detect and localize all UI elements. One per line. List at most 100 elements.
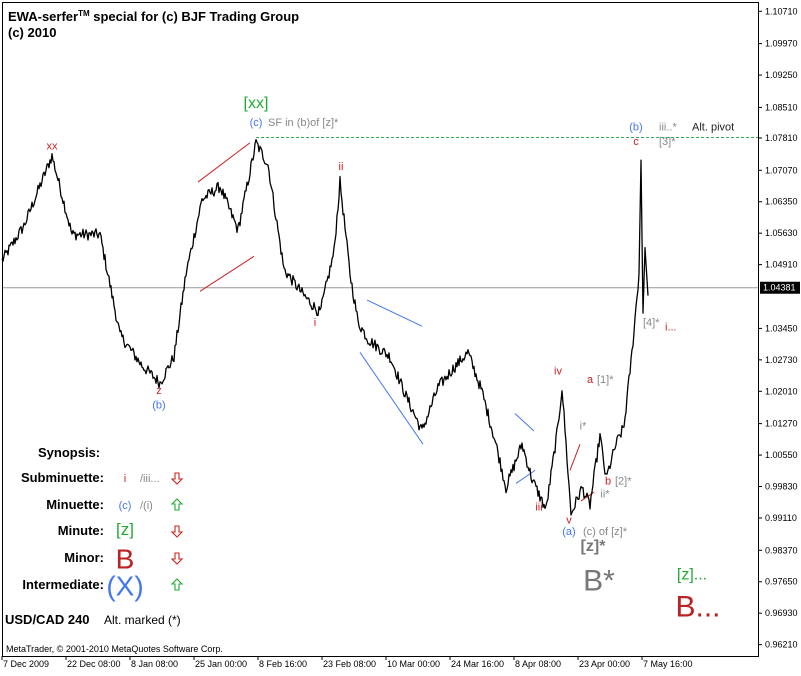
chart-copyright-line: (c) 2010	[8, 25, 56, 40]
x-tick-label: 8 Jan 08:00	[131, 659, 178, 669]
wave-label: SF in (b)of [z]*	[268, 117, 339, 129]
wave-label: b	[605, 475, 611, 487]
y-tick-label: 1.09250	[765, 70, 798, 80]
y-tick-label: 0.96930	[765, 608, 798, 618]
y-tick-label: 0.98370	[765, 545, 798, 555]
wave-label: i	[314, 317, 316, 329]
synopsis-wave-count: [z]	[116, 520, 134, 539]
synopsis-wave-count: B	[116, 544, 135, 575]
trend-lines-layer	[197, 142, 595, 502]
price-layer	[1, 138, 649, 516]
x-tick-label: 8 Feb 16:00	[259, 659, 307, 669]
y-tick-label: 0.99830	[765, 482, 798, 492]
wave-label: iii..*	[659, 122, 677, 134]
arrow-up-icon	[170, 498, 184, 511]
synopsis-wave-count: i	[124, 473, 126, 485]
trend-line	[359, 352, 424, 445]
wave-label: xx	[47, 140, 59, 152]
trend-line	[197, 142, 251, 183]
y-tick-label: 1.06350	[765, 197, 798, 207]
synopsis-alt-count: /iii...	[140, 473, 160, 485]
wave-label: iii	[535, 502, 542, 514]
x-tick-label: 10 Mar 00:00	[387, 659, 440, 669]
x-tick-label: 22 Dec 08:00	[67, 659, 121, 669]
synopsis-degree-label: Intermediate:	[22, 577, 104, 592]
synopsis-degree-label: Minor:	[64, 550, 104, 565]
arrow-down-icon	[170, 525, 184, 538]
arrow-down-icon	[170, 472, 184, 485]
wave-label: B...	[675, 591, 720, 624]
axes-layer: 1.10710 1.09970 1.09250 1.08510 1.07810 1.070…	[1, 6, 800, 669]
wave-label: c	[633, 136, 639, 148]
y-tick-label: 0.99110	[765, 513, 797, 523]
y-tick-label: 1.08510	[765, 102, 798, 112]
y-tick-label: 1.05630	[765, 228, 798, 238]
x-tick-label: 7 May 16:00	[643, 659, 693, 669]
synopsis-degree-label: Minuette:	[46, 497, 104, 512]
wave-label: [2]*	[615, 475, 632, 487]
arrow-down-icon	[170, 552, 184, 565]
wave-label: ii*	[600, 488, 610, 500]
trend-line	[515, 469, 536, 484]
x-tick-label: 8 Apr 08:00	[515, 659, 561, 669]
y-tick-label: 1.01270	[765, 419, 798, 429]
arrow-up-icon	[170, 578, 184, 591]
metatrader-copyright: MetaTrader, © 2001-2010 MetaQuotes Softw…	[6, 644, 223, 654]
plot-frame	[2, 2, 759, 657]
wave-label: [z]*	[581, 538, 607, 555]
wave-label: [xx]	[244, 95, 269, 112]
y-tick-label: 1.07070	[765, 165, 798, 175]
y-tick-label: 1.00550	[765, 450, 798, 460]
y-tick-label: 1.02730	[765, 355, 798, 365]
current-price-marker	[760, 281, 800, 294]
x-tick-label: 23 Feb 08:00	[323, 659, 376, 669]
synopsis-panel: Synopsis: Subminuette: i/iii... Minuette: (…	[21, 445, 184, 602]
wave-label: iv	[554, 365, 562, 377]
current-price-label: 1.04381	[763, 283, 796, 293]
chart-title: EWA-serferTM special for (c) BJF Trading…	[8, 9, 299, 24]
alt-marked-note: Alt. marked (*)	[104, 613, 181, 627]
y-tick-label: 1.02010	[765, 386, 798, 396]
synopsis-alt-count: /(i)	[140, 500, 153, 512]
y-tick-label: 1.03450	[765, 323, 798, 333]
usdcad-price-line	[1, 138, 649, 516]
trend-line	[366, 299, 423, 327]
trend-line	[514, 413, 535, 432]
y-tick-label: 1.10710	[765, 6, 798, 16]
synopsis-title: Synopsis:	[38, 445, 100, 460]
synopsis-degree-label: Minute:	[58, 523, 104, 538]
wave-label: v	[566, 515, 572, 527]
wave-label: z	[156, 385, 162, 397]
pivot-level-layer	[3, 137, 758, 289]
wave-label: (a)	[562, 526, 575, 538]
x-tick-label: 25 Jan 00:00	[195, 659, 247, 669]
y-tick-label: 0.97650	[765, 577, 798, 587]
wave-label: a	[587, 374, 594, 386]
wave-label: [3]*	[659, 136, 676, 148]
wave-label: B*	[583, 564, 615, 597]
y-tick-label: 1.09970	[765, 39, 798, 49]
trend-line	[199, 255, 255, 292]
wave-label: Alt. pivot	[692, 122, 734, 134]
wave-label: i*	[580, 421, 587, 433]
y-tick-label: 0.96210	[765, 640, 798, 650]
wave-label: (b)	[152, 399, 165, 411]
wave-label: [1]*	[597, 374, 614, 386]
wave-label: (c) of [z]*	[583, 526, 628, 538]
y-tick-label: 1.04910	[765, 260, 798, 270]
wave-label: (c)	[250, 117, 263, 129]
y-tick-label: 1.07810	[765, 133, 798, 143]
wave-labels-layer: xx [xx] (c) SF in (b)of [z]* ii z (b) i iv iii v(a…	[47, 95, 735, 624]
synopsis-wave-count: (X)	[106, 571, 143, 602]
wave-label: (b)	[629, 122, 642, 134]
synopsis-degree-label: Subminuette:	[21, 470, 104, 485]
trend-line	[569, 443, 581, 471]
x-tick-label: 7 Dec 2009	[3, 659, 49, 669]
wave-label: [4]*	[643, 317, 660, 329]
synopsis-wave-count: (c)	[119, 500, 132, 512]
wave-label: [z]...	[677, 567, 707, 584]
wave-label: i...	[665, 322, 677, 334]
wave-label: ii	[339, 161, 344, 173]
